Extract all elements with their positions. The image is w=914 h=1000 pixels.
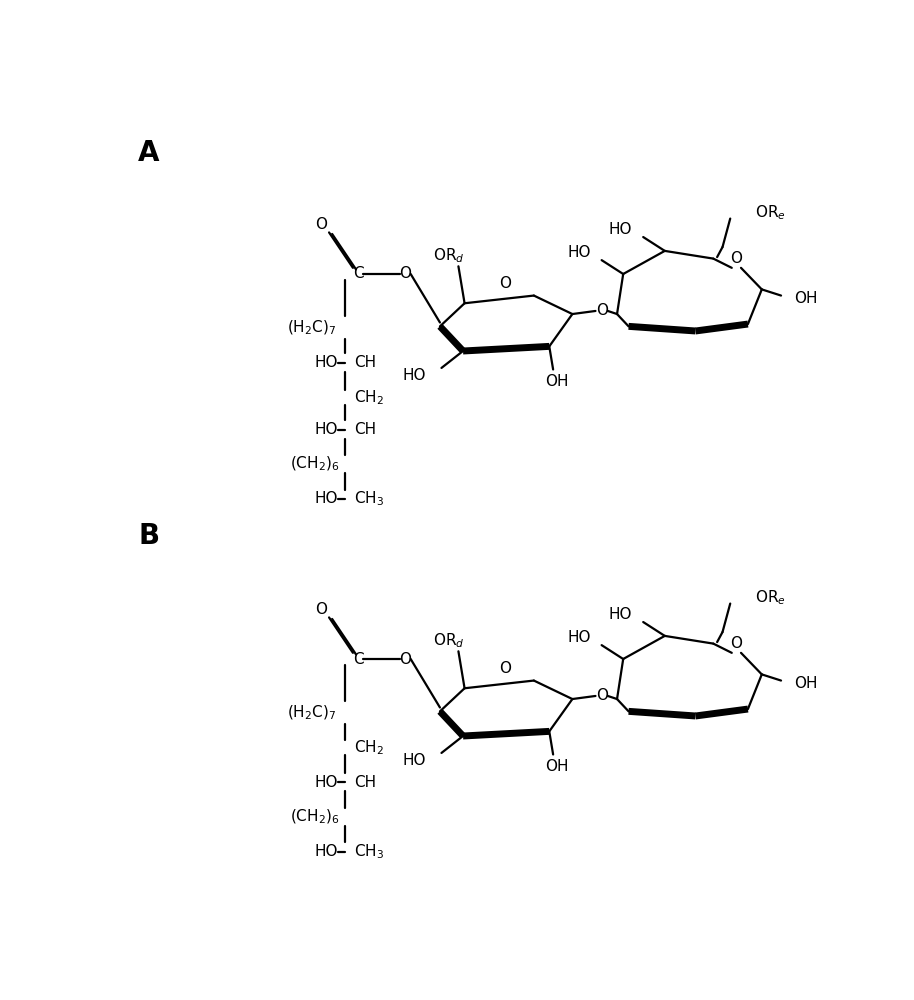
Text: CH: CH	[355, 355, 377, 370]
Text: O: O	[315, 602, 327, 617]
Text: O: O	[399, 266, 411, 282]
Text: HO: HO	[568, 630, 590, 645]
Text: C: C	[353, 266, 364, 282]
Text: B: B	[138, 522, 159, 550]
Text: CH: CH	[355, 422, 377, 437]
Text: HO: HO	[314, 775, 337, 790]
Text: O: O	[499, 276, 512, 291]
Text: (H$_2$C)$_7$: (H$_2$C)$_7$	[286, 319, 336, 337]
Text: CH$_3$: CH$_3$	[355, 489, 385, 508]
Text: OR$_e$: OR$_e$	[755, 203, 786, 222]
Text: C: C	[353, 652, 364, 666]
Text: HO: HO	[402, 753, 426, 768]
Text: A: A	[138, 139, 160, 167]
Text: HO: HO	[568, 245, 590, 260]
Text: OH: OH	[546, 759, 569, 774]
Text: O: O	[730, 251, 742, 266]
Text: O: O	[399, 652, 411, 666]
Text: CH$_2$: CH$_2$	[355, 388, 385, 407]
Text: O: O	[315, 217, 327, 232]
Text: (H$_2$C)$_7$: (H$_2$C)$_7$	[286, 704, 336, 722]
Text: (CH$_2$)$_6$: (CH$_2$)$_6$	[290, 808, 340, 826]
Text: HO: HO	[609, 222, 632, 237]
Text: HO: HO	[314, 355, 337, 370]
Text: O: O	[499, 661, 512, 676]
Text: CH: CH	[355, 775, 377, 790]
Text: O: O	[596, 688, 608, 703]
Text: HO: HO	[609, 607, 632, 622]
Text: HO: HO	[402, 368, 426, 383]
Text: CH$_2$: CH$_2$	[355, 738, 385, 757]
Text: O: O	[730, 636, 742, 651]
Text: OR$_d$: OR$_d$	[433, 631, 465, 650]
Text: O: O	[596, 303, 608, 318]
Text: HO: HO	[314, 422, 337, 437]
Text: OR$_d$: OR$_d$	[433, 246, 465, 265]
Text: OR$_e$: OR$_e$	[755, 588, 786, 607]
Text: OH: OH	[546, 374, 569, 389]
Text: CH$_3$: CH$_3$	[355, 842, 385, 861]
Text: OH: OH	[794, 291, 818, 306]
Text: HO: HO	[314, 844, 337, 859]
Text: OH: OH	[794, 676, 818, 691]
Text: HO: HO	[314, 491, 337, 506]
Text: (CH$_2$)$_6$: (CH$_2$)$_6$	[290, 455, 340, 473]
